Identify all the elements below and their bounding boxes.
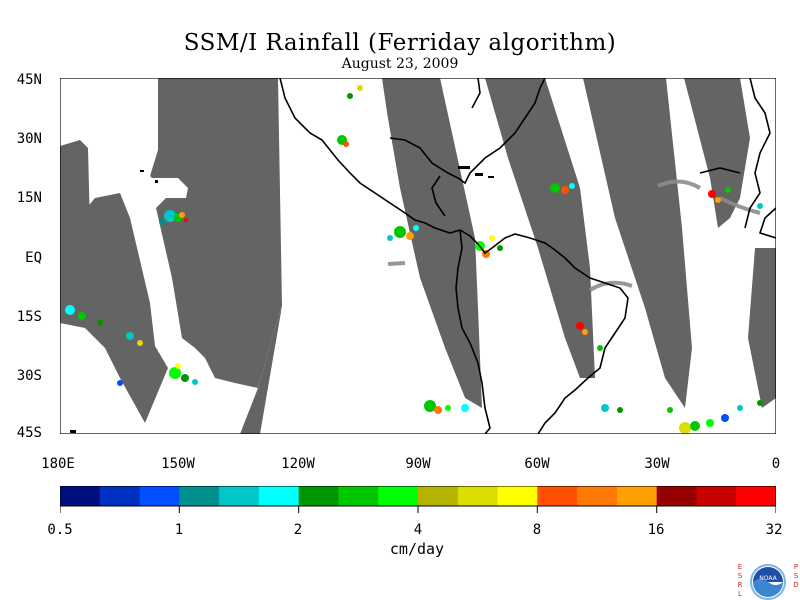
- lat-label-eq: EQ: [25, 250, 42, 266]
- colorbar-cell-17: [736, 486, 776, 506]
- colorbar-cell-4: [219, 486, 260, 506]
- logo-letter-e: E: [738, 563, 742, 571]
- colorbar-tick-4: 4: [413, 522, 423, 538]
- colorbar-cell-2: [139, 486, 180, 506]
- colorbar-tick-32: 32: [765, 522, 783, 538]
- colorbar-cell-13: [577, 486, 618, 506]
- rain-patch-1: [159, 210, 188, 225]
- colorbar-tick-16: 16: [647, 522, 665, 538]
- logo-letter-p: P: [794, 563, 798, 571]
- colorbar-cell-1: [99, 486, 141, 506]
- colorbar-tick-8: 8: [532, 522, 542, 538]
- noaa-emblem-sky: [753, 567, 783, 582]
- lon-label-180e: 180E: [41, 456, 75, 472]
- rain-patch-7: [550, 183, 575, 194]
- rain-patch-11: [601, 404, 673, 413]
- logo-letter-s: S: [738, 572, 743, 580]
- colorbar-tick-2: 2: [293, 522, 303, 538]
- colorbar-cell-14: [616, 486, 658, 506]
- rain-patch-3: [117, 363, 198, 386]
- map-date: August 23, 2009: [341, 56, 459, 72]
- rain-patch-9: [576, 322, 603, 351]
- colorbar-cell-5: [258, 486, 300, 506]
- lon-label-30w: 30W: [644, 456, 670, 472]
- colorbar-cell-11: [497, 486, 538, 506]
- rain-patch-8: [708, 187, 763, 209]
- rainfall-map: [60, 78, 776, 434]
- rain-patch-10: [424, 400, 469, 414]
- logo-letter-r: R: [738, 581, 743, 589]
- colorbar-cell-3: [179, 486, 220, 506]
- lon-label-60w: 60W: [524, 456, 550, 472]
- map-title: SSM/I Rainfall (Ferriday algorithm): [183, 30, 617, 56]
- colorbar-tick-0-5: 0.5: [47, 522, 73, 538]
- logo-letter-d: D: [793, 581, 798, 589]
- colorbar-unit: cm/day: [389, 540, 445, 558]
- rain-patch-12: [679, 400, 763, 434]
- colorbar-cell-8: [378, 486, 419, 506]
- noaa-esrl-psd-logo: E S R L P S D NOAA: [738, 563, 799, 600]
- rain-patch-5: [387, 225, 419, 241]
- lat-label-15n: 15N: [16, 190, 42, 206]
- colorbar-cell-12: [537, 486, 578, 506]
- noaa-emblem-text: NOAA: [759, 575, 777, 582]
- colorbar-cell-10: [457, 486, 499, 506]
- lon-label-150w: 150W: [161, 456, 195, 472]
- rain-patch-2: [65, 305, 143, 346]
- colorbar-ticks: [60, 506, 776, 513]
- swath-gap-white: [322, 78, 472, 434]
- swath-edge-arcs: [387, 179, 761, 292]
- rain-patches: [65, 85, 763, 434]
- lat-label-45n: 45N: [16, 72, 42, 88]
- logo-letter-s2: S: [794, 572, 799, 580]
- lon-label-120w: 120W: [281, 456, 315, 472]
- lat-label-30n: 30N: [16, 131, 42, 147]
- coastlines: [279, 78, 776, 434]
- colorbar-cell-0: [60, 486, 101, 506]
- islands: [70, 166, 494, 433]
- lat-label-30s: 30S: [16, 368, 42, 384]
- colorbar-cell-16: [696, 486, 737, 506]
- colorbar-cell-9: [418, 486, 459, 506]
- colorbar-cell-15: [656, 486, 697, 506]
- colorbar-cell-7: [338, 486, 379, 506]
- lon-label-0: 0: [771, 456, 781, 472]
- lat-label-15s: 15S: [16, 309, 42, 325]
- noaa-emblem-water: [753, 579, 783, 597]
- colorbar: [60, 486, 776, 513]
- logo-letter-l: L: [738, 590, 742, 598]
- colorbar-cell-6: [298, 486, 339, 506]
- colorbar-tick-1: 1: [174, 522, 184, 538]
- lat-label-45s: 45S: [16, 425, 42, 441]
- rain-patch-4: [337, 85, 363, 147]
- lon-label-90w: 90W: [405, 456, 431, 472]
